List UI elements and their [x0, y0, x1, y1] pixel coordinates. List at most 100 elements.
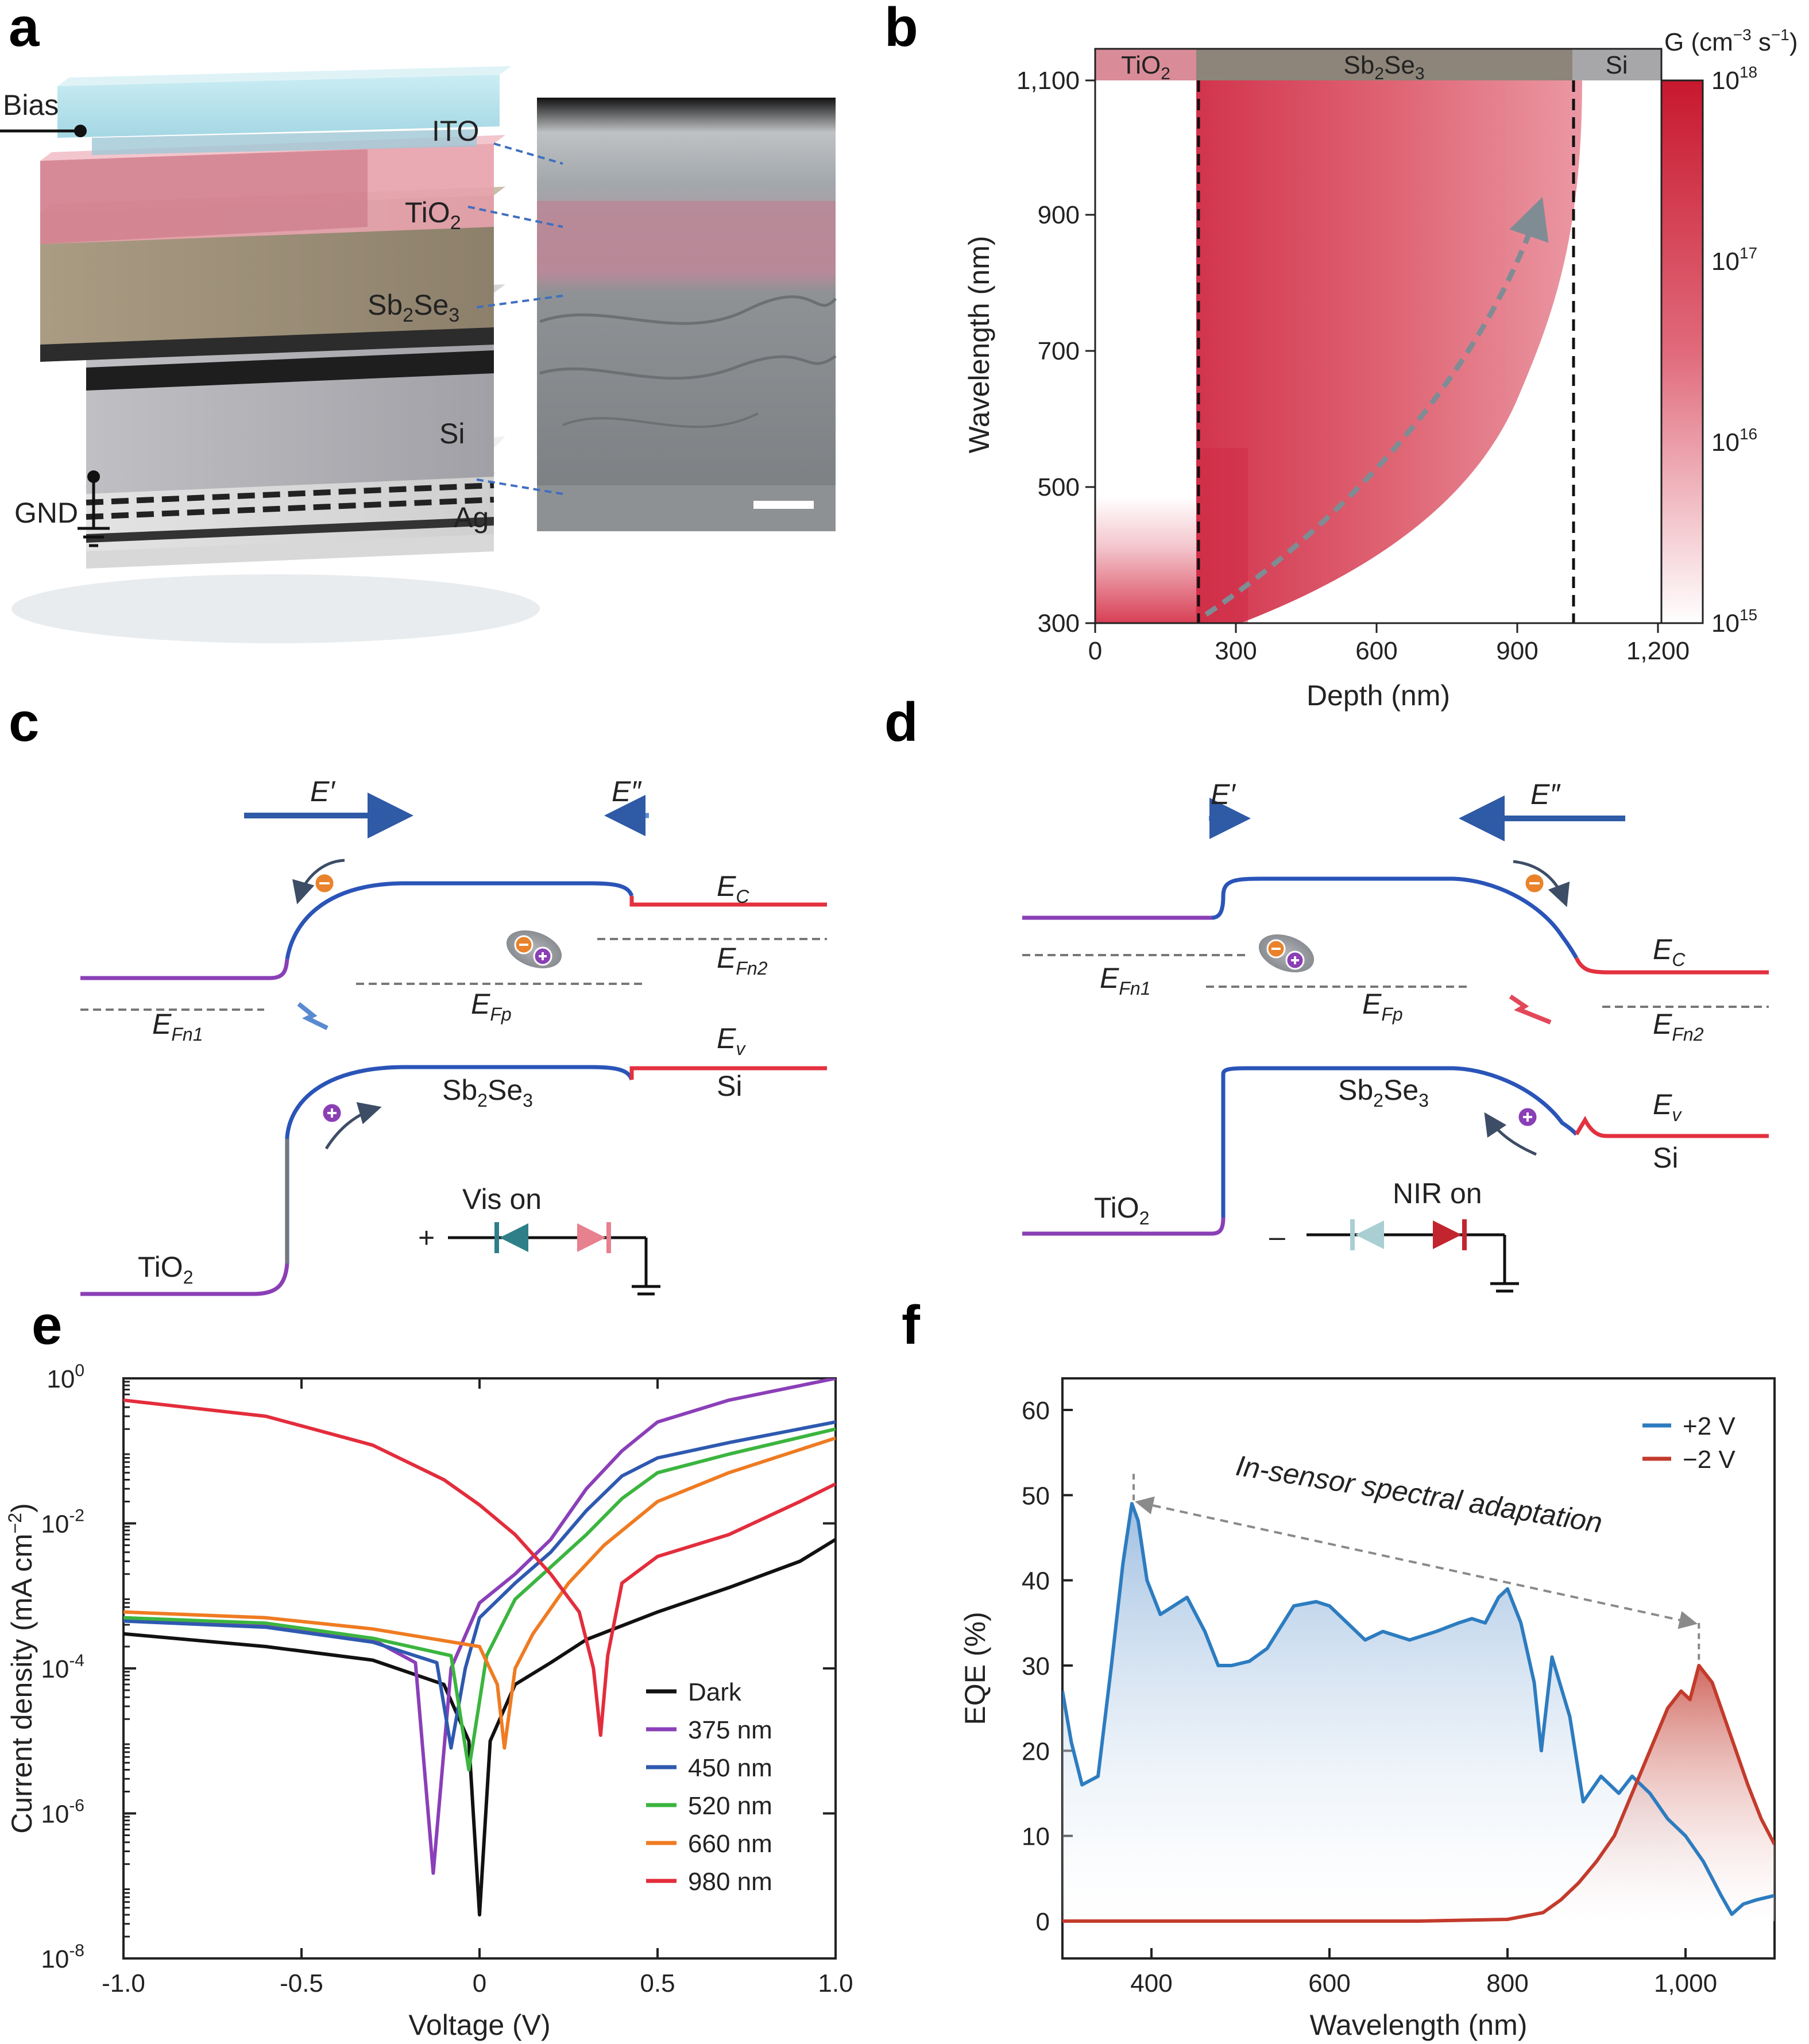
iv-legend-label: 520 nm: [688, 1792, 772, 1820]
eqe-adaptation-arrow: [1135, 1496, 1698, 1629]
stack-shadow: [11, 574, 540, 643]
si-label-c: Si: [717, 1070, 742, 1102]
diode-circuit-d: [1306, 1219, 1519, 1293]
map-ytick-1: 500: [1038, 473, 1080, 501]
ito-label: ITO: [432, 115, 479, 147]
si-label: Si: [439, 418, 465, 450]
colorbar: [1660, 79, 1704, 624]
iv-series: [123, 1378, 836, 1917]
sb2se3-conduction-band: [285, 881, 634, 960]
efn2-label-c: EFn2: [717, 942, 768, 979]
tio2-valence-band-d: [1022, 1217, 1226, 1236]
tio2-conduction-band: [80, 959, 289, 980]
iv-legend-label: 375 nm: [688, 1716, 772, 1744]
sb2se3-valence-band-d: [1221, 1066, 1578, 1218]
sb2se3-generation-region: [1196, 80, 1582, 623]
layer-header-bar: [1095, 49, 1661, 80]
colorbar-tick-0: 1018: [1711, 63, 1757, 95]
map-x-axis-label: Depth (nm): [1306, 679, 1450, 712]
panel-label-b: b: [884, 0, 918, 58]
generation-rate-map: [1095, 80, 1585, 623]
sb2se3-label-c: Sb2Se3: [442, 1074, 533, 1111]
eqe-ytick-label: 20: [1022, 1737, 1050, 1765]
iv-ytick-label: 10-6: [41, 1796, 84, 1829]
map-xtick-2: 600: [1355, 637, 1397, 665]
eqe-xtick-label: 600: [1308, 1969, 1350, 1997]
iv-curve-520-nm: [123, 1427, 836, 1772]
efn1-label-d: EFn1: [1100, 962, 1151, 999]
eqe-legend-label: −2 V: [1683, 1446, 1735, 1474]
iv-y-axis-label: Current density (mA cm−2): [5, 1503, 38, 1834]
eqe-x-axis-label: Wavelength (nm): [1310, 2009, 1528, 2041]
iv-xtick-label: 0: [473, 1969, 486, 1997]
vis-on-label: Vis on: [462, 1183, 542, 1215]
panel-label-a: a: [9, 0, 40, 58]
nir-on-label: NIR on: [1393, 1177, 1482, 1210]
map-ytick-3: 900: [1038, 201, 1080, 229]
eqe-xtick-label: 800: [1486, 1969, 1528, 1997]
si-diode-inactive: [577, 1223, 606, 1252]
iv-xtick-label: 1.0: [818, 1969, 853, 1997]
map-xtick-4: 1,200: [1626, 637, 1690, 665]
penetration-trend-arrow: [1204, 196, 1549, 617]
layer-ito: [57, 66, 511, 155]
iv-x-axis-label: Voltage (V): [408, 2009, 550, 2041]
eqe-ytick-label: 0: [1036, 1908, 1050, 1936]
map-xtick-0: 0: [1088, 637, 1102, 665]
iv-xtick-label: -1.0: [102, 1969, 145, 1997]
eqe-plot-frame: [1061, 1377, 1776, 1960]
iv-legend: Dark 375 nm 450 nm 520 nm 660 nm 980 nm: [646, 1678, 772, 1896]
sb2se3-conduction-band-d: [1022, 876, 1578, 959]
iv-curve-660-nm: [123, 1436, 836, 1750]
iv-legend-label: 660 nm: [688, 1830, 772, 1858]
ev-label-c: Ev: [717, 1022, 746, 1059]
ev-label-d: Ev: [1653, 1088, 1682, 1125]
bias-label: Bias: [3, 89, 59, 121]
sb2se3-label: Sb2Se3: [368, 289, 459, 326]
quasi-fermi-levels-d: [1022, 954, 1769, 1008]
exciton-pair-icon-d: [1258, 934, 1315, 972]
hole-drift-arrow-d: [1484, 1112, 1537, 1156]
exciton-pair-icon: [506, 930, 562, 968]
tio2-label-c: TiO2: [138, 1251, 193, 1288]
colorbar-tick-1: 1017: [1711, 244, 1757, 276]
band-diagram-d: [1022, 876, 1769, 1236]
ec-label-d: EC: [1653, 933, 1686, 970]
panel-label-e: e: [32, 1295, 62, 1356]
map-y-axis-label: Wavelength (nm): [963, 236, 995, 454]
e-prime-label-d: E′: [1211, 778, 1236, 810]
device-stack-schematic: [11, 66, 540, 643]
ec-label-c: EC: [717, 870, 749, 907]
sem-leader-lines: [467, 142, 563, 495]
eqe-ytick-label: 50: [1022, 1482, 1050, 1510]
electron-drift-arrow-c: [292, 859, 345, 905]
iv-ytick-label: 10-2: [41, 1506, 84, 1539]
eqe-ytick-label: 10: [1022, 1823, 1050, 1851]
sem-cross-section: [537, 98, 837, 531]
eqe-xtick-label: 400: [1130, 1969, 1172, 1997]
diode-circuit-c: [448, 1222, 660, 1296]
iv-ytick-label: 100: [47, 1361, 84, 1393]
colorbar-tick-2: 1016: [1711, 425, 1757, 457]
header-tio2: TiO2: [1121, 51, 1170, 83]
tio2-label: TiO2: [405, 196, 461, 234]
map-ytick-2: 700: [1038, 337, 1080, 365]
eqe-curve-neg2v: [1062, 1664, 1775, 1923]
panel-label-c: c: [9, 691, 39, 753]
polarity-plus: +: [418, 1222, 435, 1254]
efp-label-d: EFp: [1362, 988, 1403, 1025]
panel-label-f: f: [902, 1295, 921, 1356]
sb2se3-diode-inactive: [1355, 1220, 1384, 1249]
iv-curve-450-nm: [123, 1420, 836, 1750]
tio2-generation-region: [1095, 497, 1196, 623]
iv-curve-980-nm: [123, 1398, 836, 1737]
iv-legend-label: 980 nm: [688, 1868, 772, 1896]
map-x-axis: [1094, 622, 1661, 633]
bias-contact: [0, 125, 87, 137]
ag-label: Ag: [454, 501, 489, 534]
eqe-area-pos2v: [1062, 1504, 1775, 1921]
hole-drift-arrow-c: [324, 1102, 382, 1150]
eqe-curve-pos2v: [1062, 1502, 1775, 1917]
scale-bar: [753, 501, 814, 509]
eqe-xtick-label: 1,000: [1654, 1969, 1717, 1997]
